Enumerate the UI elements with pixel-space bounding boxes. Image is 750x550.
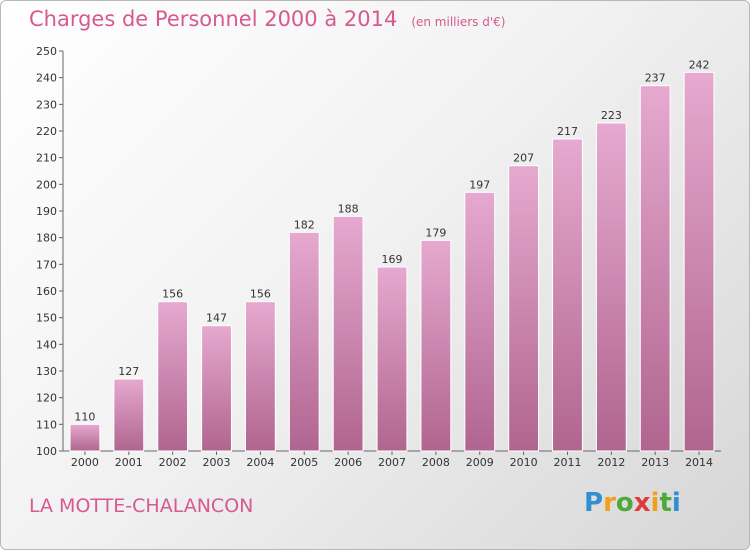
x-tick-label-2004: 2004 (246, 456, 274, 469)
bar-2011 (552, 138, 583, 452)
bar-2004 (244, 301, 276, 452)
data-label-2000: 110 (74, 410, 95, 423)
y-tick-label: 230 (36, 98, 57, 111)
data-label-2008: 179 (425, 226, 446, 239)
y-tick-label: 160 (36, 285, 57, 298)
data-label-2012: 223 (601, 109, 622, 122)
y-tick-label: 190 (36, 205, 57, 218)
y-tick-label: 170 (36, 258, 57, 271)
y-tick-label: 120 (36, 392, 57, 405)
y-tick-label: 100 (36, 445, 57, 458)
y-tick-label: 150 (36, 312, 57, 325)
labels: 110 2000 127 2001 156 2002 147 2003 156 2004 182 20… (71, 58, 713, 469)
bar-2001 (113, 378, 145, 452)
y-tick-label: 200 (36, 178, 57, 191)
unit-label: (en milliers d'€) (411, 15, 506, 29)
y-tick-label: 140 (36, 338, 57, 351)
y-tick-label: 130 (36, 365, 57, 378)
bar-2002 (157, 301, 189, 452)
data-label-2007: 169 (382, 253, 403, 266)
y-tick-label: 210 (36, 152, 57, 165)
x-tick-label-2013: 2013 (641, 456, 669, 469)
x-tick-label-2007: 2007 (378, 456, 406, 469)
axes: 100 110 120 130 140 150 160 170 180 190 200 210 220 2… (36, 45, 721, 458)
data-label-2010: 207 (513, 152, 534, 165)
chart-title: Charges de Personnel 2000 à 2014 (en mill… (29, 7, 505, 31)
data-label-2014: 242 (689, 58, 710, 71)
x-tick-label-2010: 2010 (510, 456, 538, 469)
y-tick-label: 220 (36, 125, 57, 138)
logo-letter: x (633, 488, 651, 518)
logo-letter: i (650, 488, 660, 518)
data-label-2006: 188 (338, 202, 359, 215)
data-label-2004: 156 (250, 288, 271, 301)
logo-letter: o (615, 488, 634, 518)
y-tick-label: 240 (36, 72, 57, 85)
data-label-2011: 217 (557, 125, 578, 138)
y-tick-label: 250 (36, 45, 57, 58)
x-tick-label-2012: 2012 (597, 456, 625, 469)
bar-2013 (639, 85, 671, 452)
data-label-2001: 127 (118, 365, 139, 378)
y-tick-label: 110 (36, 418, 57, 431)
bar-2007 (376, 266, 408, 452)
bar-2010 (508, 165, 540, 452)
bar-2008 (420, 239, 452, 452)
logo-letter: i (671, 488, 681, 518)
x-tick-label-2011: 2011 (553, 456, 581, 469)
data-label-2013: 237 (645, 72, 666, 85)
x-tick-label-2003: 2003 (203, 456, 231, 469)
bar-2012 (595, 122, 627, 452)
bar-2000 (69, 423, 101, 452)
logo-letter: P (584, 488, 604, 518)
bar-2005 (288, 231, 320, 452)
data-label-2002: 156 (162, 288, 183, 301)
data-label-2009: 197 (469, 178, 490, 191)
chart-title-text: Charges de Personnel 2000 à 2014 (29, 7, 398, 31)
commune-name: LA MOTTE-CHALANCON (29, 495, 254, 517)
bar-2006 (332, 215, 364, 452)
x-tick-label-2014: 2014 (685, 456, 713, 469)
x-tick-label-2006: 2006 (334, 456, 362, 469)
x-tick-label-2001: 2001 (115, 456, 143, 469)
bar-2009 (464, 191, 496, 452)
bars (69, 71, 715, 452)
data-label-2005: 182 (294, 218, 315, 231)
x-tick-label-2000: 2000 (71, 456, 99, 469)
x-tick-label-2002: 2002 (159, 456, 187, 469)
logo-letter: t (659, 488, 672, 518)
logo-letter: r (603, 488, 616, 518)
y-tick-label: 180 (36, 232, 57, 245)
data-label-2003: 147 (206, 312, 227, 325)
x-tick-label-2005: 2005 (290, 456, 318, 469)
bar-2014 (683, 71, 715, 452)
x-tick-label-2008: 2008 (422, 456, 450, 469)
bar-2003 (201, 325, 232, 452)
x-tick-label-2009: 2009 (466, 456, 494, 469)
proxiti-logo: Proxiti (584, 488, 681, 518)
